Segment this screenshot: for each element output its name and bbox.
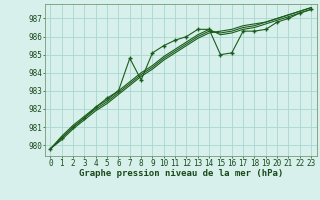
X-axis label: Graphe pression niveau de la mer (hPa): Graphe pression niveau de la mer (hPa) — [79, 169, 283, 178]
